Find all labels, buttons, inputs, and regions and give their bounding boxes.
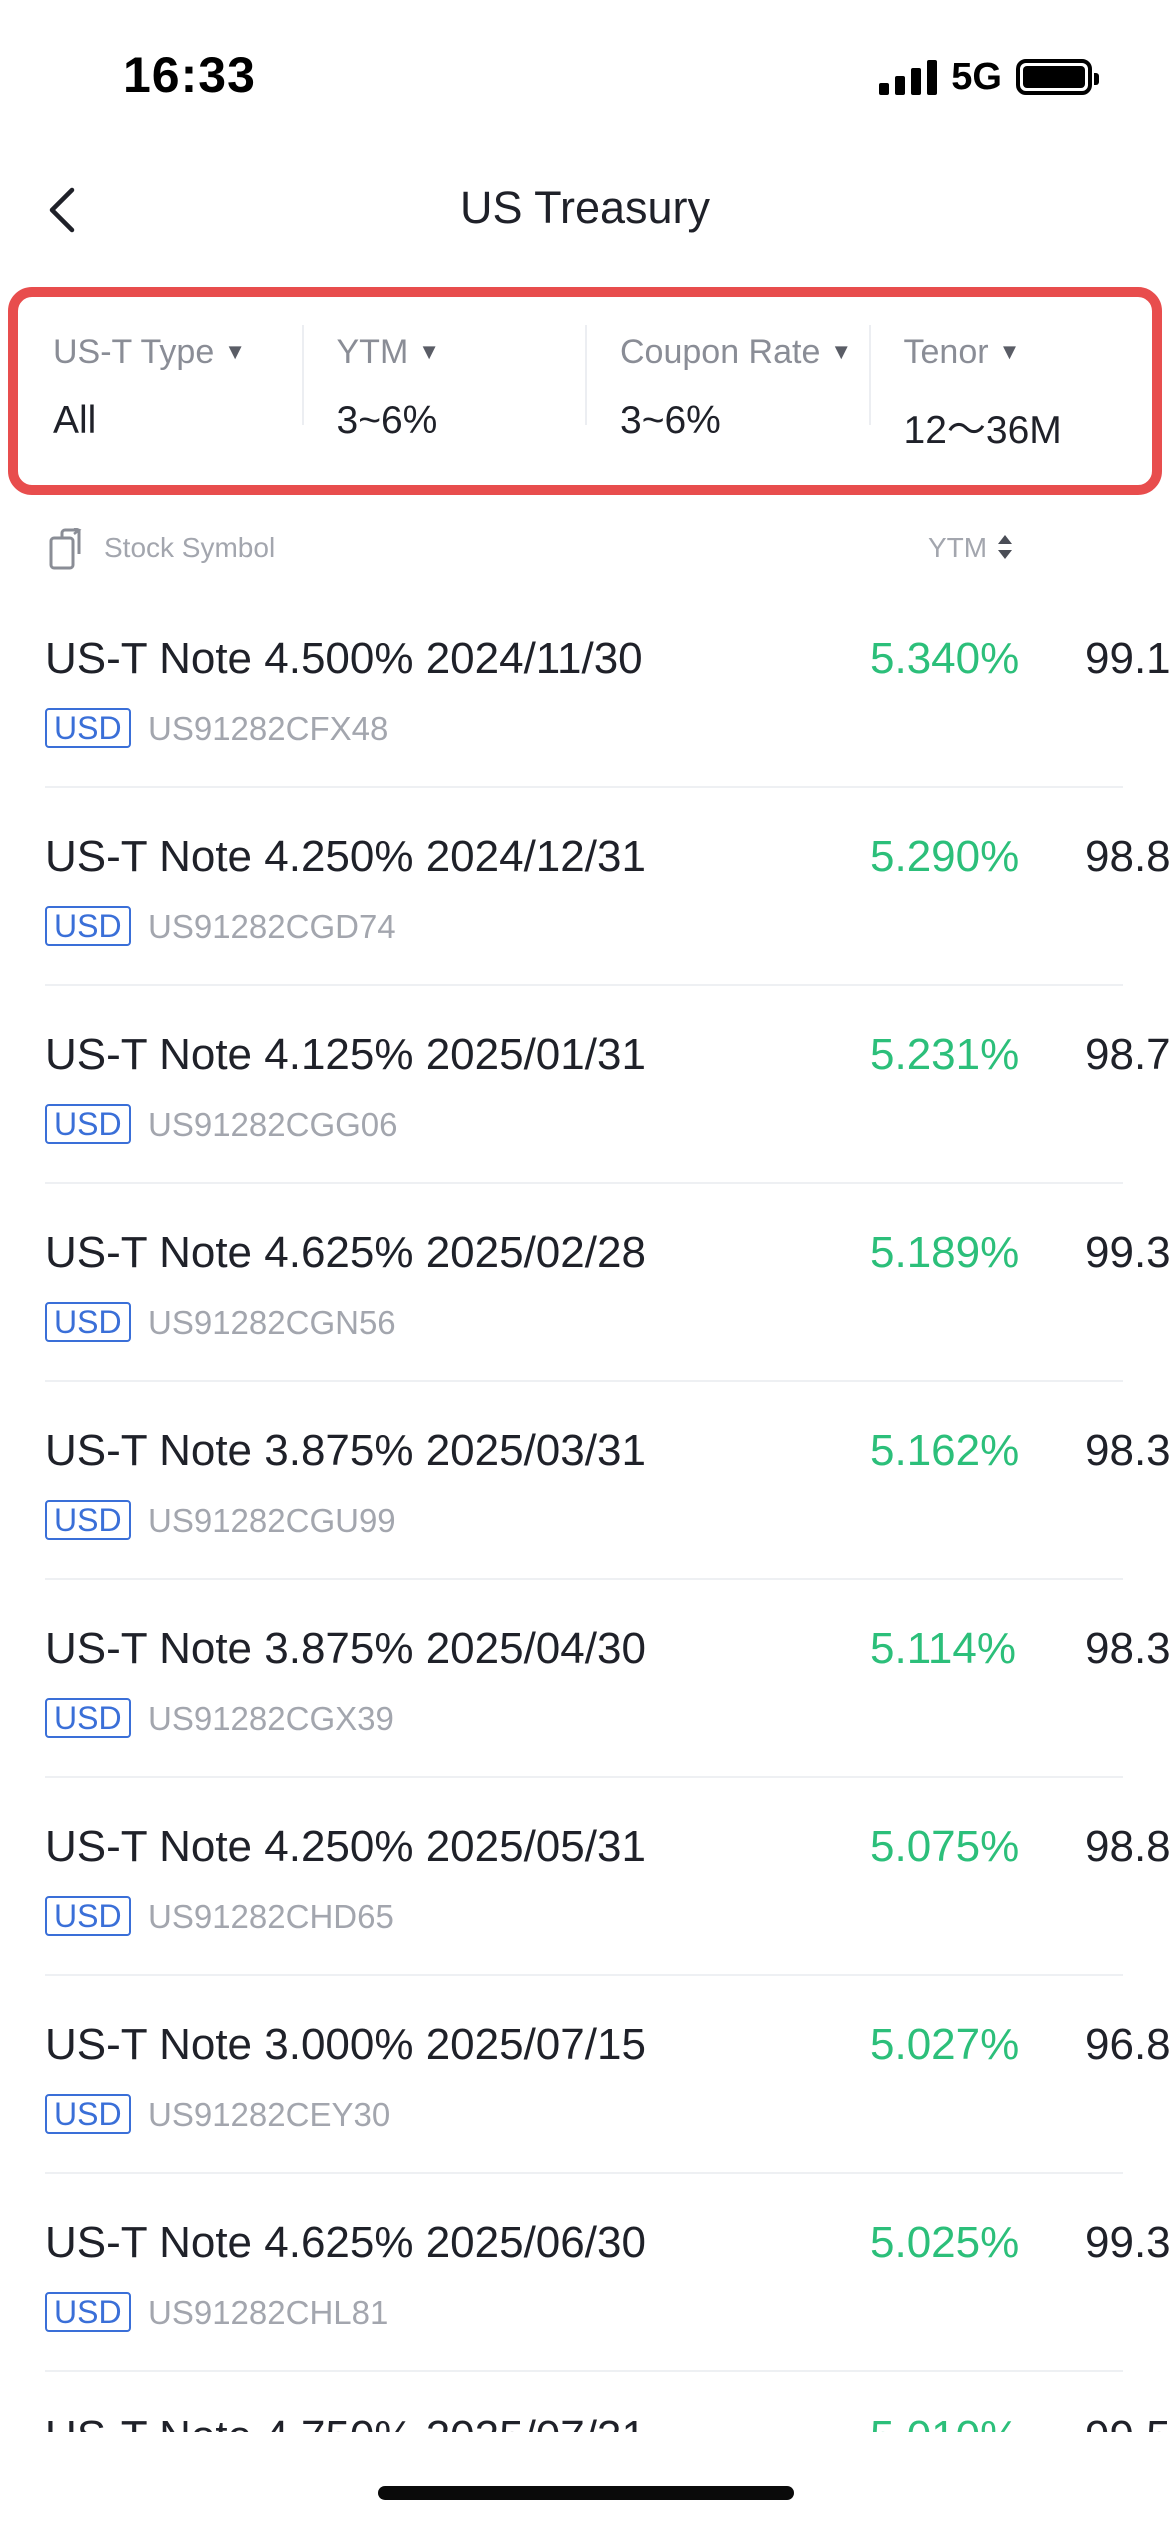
bond-ytm: 5.027% [870,2020,1020,2069]
filter-ytm[interactable]: YTM ▼ 3~6% [301,297,586,485]
filter-tenor[interactable]: Tenor ▼ 12～36M [868,297,1153,485]
battery-icon [1016,59,1099,95]
bond-name: US-T Note 3.875% 2025/03/31 [45,1426,646,1475]
currency-badge: USD [45,2094,131,2134]
bond-ytm: 5.114% [870,1624,1016,1673]
cellular-signal-icon [879,59,938,95]
list-item[interactable]: US-T Note 4.250% 2025/05/31 USD US91282C… [0,1778,1170,1976]
status-time: 16:33 [123,47,256,103]
bond-name: US-T Note 4.750% 2025/07/31 [45,2412,646,2432]
list-item[interactable]: US-T Note 4.125% 2025/01/31 USD US91282C… [0,986,1170,1184]
bond-ytm: 5.075% [870,1822,1020,1871]
bond-price: 98.8 [1085,832,1170,881]
navigation-bar: US Treasury [0,160,1170,260]
column-header-symbol[interactable]: Stock Symbol [104,532,276,563]
list-item[interactable]: US-T Note 3.000% 2025/07/15 USD US91282C… [0,1976,1170,2174]
list-item[interactable]: US-T Note 4.250% 2024/12/31 USD US91282C… [0,788,1170,986]
currency-badge: USD [45,1698,131,1738]
bond-isin: US91282CGN56 [148,1304,396,1341]
bond-ytm: 5.162% [870,1426,1020,1475]
bond-name: US-T Note 4.500% 2024/11/30 [45,634,643,683]
filter-value: 3~6% [336,399,438,442]
filter-ust-type[interactable]: US-T Type ▼ All [18,297,302,485]
chevron-left-icon[interactable] [40,184,92,236]
bond-isin: US91282CGX39 [148,1700,394,1737]
filter-label: YTM ▼ [336,333,441,371]
currency-badge: USD [45,1104,131,1144]
bond-name: US-T Note 4.125% 2025/01/31 [45,1030,646,1079]
bond-isin: US91282CGU99 [148,1502,396,1539]
column-header-ytm[interactable]: YTM [928,532,988,563]
caret-down-icon: ▼ [224,339,247,364]
filter-coupon-rate[interactable]: Coupon Rate ▼ 3~6% [585,297,869,485]
filter-label: Coupon Rate ▼ [620,333,853,371]
bond-price: 99.3 [1085,2218,1170,2267]
bond-isin: US91282CHD65 [148,1898,394,1935]
bond-price: 96.8 [1085,2020,1170,2069]
bond-name: US-T Note 3.000% 2025/07/15 [45,2020,646,2069]
currency-badge: USD [45,2292,131,2332]
bond-price: 98.3 [1085,1426,1170,1475]
bond-name: US-T Note 4.250% 2025/05/31 [45,1822,646,1871]
filter-value: All [53,399,97,442]
bond-isin: US91282CGD74 [148,908,396,945]
sort-arrows-icon[interactable] [996,532,1014,562]
bond-ytm: 5.025% [870,2218,1020,2267]
list-item[interactable]: US-T Note 4.625% 2025/02/28 USD US91282C… [0,1184,1170,1382]
bond-price: 98.7 [1085,1030,1170,1079]
bond-ytm: 5.340% [870,634,1020,683]
bond-ytm: 5.290% [870,832,1020,881]
bond-price: 99.5 [1085,2412,1170,2432]
list-item[interactable]: US-T Note 4.625% 2025/06/30 USD US91282C… [0,2174,1170,2372]
bond-ytm: 5.231% [870,1030,1020,1079]
filter-value: 12～36M [903,409,1062,452]
filter-label: Tenor ▼ [903,333,1021,371]
bond-price: 98.8 [1085,1822,1170,1871]
caret-down-icon: ▼ [830,339,853,364]
bond-price: 99.3 [1085,1228,1170,1277]
bond-isin: US91282CFX48 [148,710,389,747]
caret-down-icon: ▼ [418,339,441,364]
bond-ytm: 5.010% [870,2412,1019,2432]
swap-icon[interactable] [48,528,88,572]
caret-down-icon: ▼ [998,339,1021,364]
list-item-partial[interactable]: US-T Note 4.750% 2025/07/31 5.010% 99.5 [0,2372,1170,2432]
bond-name: US-T Note 4.250% 2024/12/31 [45,832,646,881]
bond-isin: US91282CHL81 [148,2294,389,2331]
treasury-list: US-T Note 4.500% 2024/11/30 USD US91282C… [0,590,1170,2432]
list-item[interactable]: US-T Note 3.875% 2025/03/31 USD US91282C… [0,1382,1170,1580]
page-title: US Treasury [459,182,711,233]
bond-ytm: 5.189% [870,1228,1020,1277]
bond-isin: US91282CEY30 [148,2096,391,2133]
status-indicators: 5G [879,55,1099,99]
bond-name: US-T Note 3.875% 2025/04/30 [45,1624,646,1673]
filter-panel: US-T Type ▼ All YTM ▼ 3~6% Coupon Rate ▼ 3~… [8,287,1162,495]
bond-name: US-T Note 4.625% 2025/06/30 [45,2218,646,2267]
list-item[interactable]: US-T Note 3.875% 2025/04/30 USD US91282C… [0,1580,1170,1778]
list-item[interactable]: US-T Note 4.500% 2024/11/30 USD US91282C… [0,590,1170,788]
currency-badge: USD [45,1896,131,1936]
home-indicator[interactable] [378,2486,794,2500]
list-header: Stock Symbol YTM [0,520,1170,576]
currency-badge: USD [45,1302,131,1342]
bond-name: US-T Note 4.625% 2025/02/28 [45,1228,646,1277]
bond-price: 98.3 [1085,1624,1170,1673]
bond-price: 99.1 [1085,634,1170,683]
currency-badge: USD [45,906,131,946]
filter-value: 3~6% [620,399,721,442]
currency-badge: USD [45,708,131,748]
currency-badge: USD [45,1500,131,1540]
bond-isin: US91282CGG06 [148,1106,398,1143]
filter-label: US-T Type ▼ [53,333,247,371]
network-type: 5G [951,55,1002,98]
status-bar: 16:33 5G [0,0,1170,150]
